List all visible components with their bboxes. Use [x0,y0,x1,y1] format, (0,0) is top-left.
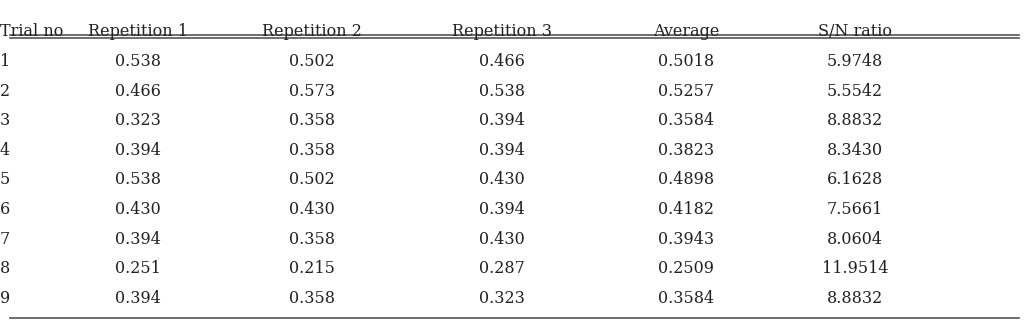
Text: 6.1628: 6.1628 [827,171,883,188]
Text: 0.323: 0.323 [479,290,524,307]
Text: 5.9748: 5.9748 [827,53,883,70]
Text: 5: 5 [0,171,10,188]
Text: 0.394: 0.394 [116,231,161,248]
Text: 9: 9 [0,290,10,307]
Text: 8: 8 [0,260,10,277]
Text: 0.502: 0.502 [290,171,335,188]
Text: 6: 6 [0,201,10,218]
Text: 0.430: 0.430 [290,201,335,218]
Text: 0.287: 0.287 [479,260,524,277]
Text: 0.430: 0.430 [116,201,161,218]
Text: 0.538: 0.538 [479,83,524,100]
Text: 11.9514: 11.9514 [822,260,888,277]
Text: 1: 1 [0,53,10,70]
Text: Trial no: Trial no [0,23,63,40]
Text: 0.3584: 0.3584 [658,112,714,129]
Text: 4: 4 [0,142,10,159]
Text: Repetition 3: Repetition 3 [452,23,552,40]
Text: 0.466: 0.466 [116,83,161,100]
Text: 0.394: 0.394 [116,290,161,307]
Text: 0.502: 0.502 [290,53,335,70]
Text: 5.5542: 5.5542 [827,83,883,100]
Text: S/N ratio: S/N ratio [818,23,892,40]
Text: 0.323: 0.323 [116,112,161,129]
Text: Repetition 1: Repetition 1 [88,23,188,40]
Text: 0.358: 0.358 [290,290,335,307]
Text: 0.430: 0.430 [479,231,524,248]
Text: 0.251: 0.251 [116,260,161,277]
Text: 0.538: 0.538 [116,171,161,188]
Text: 0.3584: 0.3584 [658,290,714,307]
Text: 0.358: 0.358 [290,112,335,129]
Text: 0.466: 0.466 [479,53,524,70]
Text: 0.358: 0.358 [290,231,335,248]
Text: 0.358: 0.358 [290,142,335,159]
Text: 7: 7 [0,231,10,248]
Text: 0.394: 0.394 [479,112,524,129]
Text: 2: 2 [0,83,10,100]
Text: 0.394: 0.394 [116,142,161,159]
Text: 7.5661: 7.5661 [826,201,884,218]
Text: Repetition 2: Repetition 2 [262,23,362,40]
Text: 0.3823: 0.3823 [658,142,714,159]
Text: 0.215: 0.215 [290,260,335,277]
Text: 0.3943: 0.3943 [658,231,714,248]
Text: 0.4898: 0.4898 [658,171,714,188]
Text: 0.5018: 0.5018 [658,53,714,70]
Text: 0.5257: 0.5257 [658,83,714,100]
Text: 3: 3 [0,112,10,129]
Text: 8.3430: 8.3430 [827,142,883,159]
Text: 0.394: 0.394 [479,142,524,159]
Text: 0.4182: 0.4182 [658,201,714,218]
Text: 0.2509: 0.2509 [658,260,714,277]
Text: 8.0604: 8.0604 [827,231,883,248]
Text: 8.8832: 8.8832 [827,290,883,307]
Text: 0.538: 0.538 [116,53,161,70]
Text: 0.573: 0.573 [290,83,335,100]
Text: 0.430: 0.430 [479,171,524,188]
Text: 8.8832: 8.8832 [827,112,883,129]
Text: Average: Average [653,23,719,40]
Text: 0.394: 0.394 [479,201,524,218]
